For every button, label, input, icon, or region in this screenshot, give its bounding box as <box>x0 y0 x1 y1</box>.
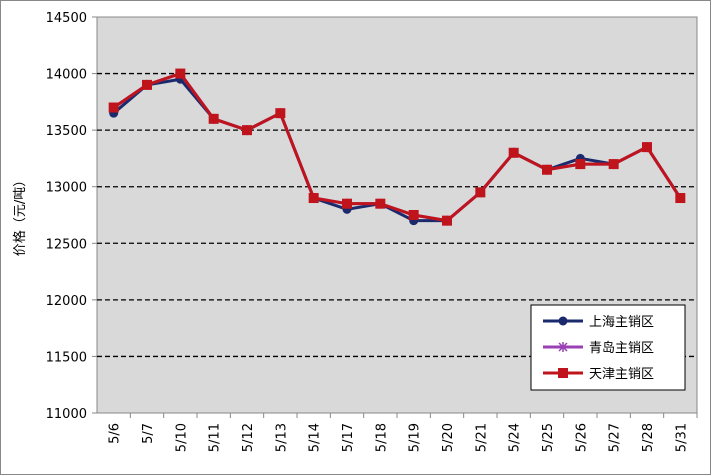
marker <box>208 113 219 124</box>
y-tick-label: 11500 <box>46 350 87 365</box>
marker <box>108 102 119 113</box>
y-axis-label: 价格（元/吨） <box>12 174 28 256</box>
marker <box>608 159 619 170</box>
marker <box>475 187 486 198</box>
x-tick-label: 5/27 <box>608 423 623 452</box>
y-tick-label: 13000 <box>46 181 87 196</box>
marker <box>175 68 186 79</box>
x-tick-label: 5/13 <box>274 423 289 452</box>
marker <box>442 215 452 226</box>
x-tick-label: 5/10 <box>174 423 189 452</box>
x-tick-label: 5/6 <box>108 423 123 444</box>
x-tick-label: 5/20 <box>441 423 456 452</box>
x-tick-label: 5/24 <box>508 423 523 452</box>
marker <box>275 108 286 119</box>
marker <box>508 147 519 158</box>
y-tick-label: 14500 <box>46 11 87 26</box>
marker <box>342 198 352 209</box>
marker <box>308 193 319 204</box>
marker <box>542 164 552 175</box>
x-tick-label: 5/14 <box>308 423 323 452</box>
marker <box>642 142 652 153</box>
legend-label: 上海主销区 <box>589 315 654 330</box>
y-tick-label: 12500 <box>46 237 87 252</box>
x-tick-label: 5/28 <box>641 423 656 452</box>
marker <box>408 210 419 220</box>
x-tick-label: 5/31 <box>674 423 689 452</box>
marker <box>675 193 686 204</box>
marker <box>558 316 568 326</box>
legend-label: 天津主销区 <box>589 367 654 382</box>
x-tick-label: 5/19 <box>408 423 423 452</box>
y-tick-label: 11000 <box>46 407 87 422</box>
x-tick-label: 5/25 <box>541 423 556 452</box>
x-tick-label: 5/11 <box>208 423 223 452</box>
x-tick-label: 5/12 <box>241 423 256 452</box>
x-tick-label: 5/21 <box>474 423 489 452</box>
marker <box>558 342 568 352</box>
x-tick-label: 5/7 <box>141 423 156 444</box>
series-line <box>112 71 682 223</box>
x-tick-label: 5/26 <box>574 423 589 452</box>
x-tick-label: 5/18 <box>374 423 389 452</box>
x-tick-label: 5/17 <box>341 423 356 452</box>
marker <box>375 198 386 209</box>
y-tick-label: 14000 <box>46 68 87 83</box>
y-tick-label: 13500 <box>46 124 87 139</box>
marker <box>142 79 152 90</box>
marker <box>242 125 252 136</box>
y-tick-label: 12000 <box>46 294 87 309</box>
legend-label: 青岛主销区 <box>589 340 654 356</box>
marker <box>558 368 568 378</box>
marker <box>575 159 586 170</box>
